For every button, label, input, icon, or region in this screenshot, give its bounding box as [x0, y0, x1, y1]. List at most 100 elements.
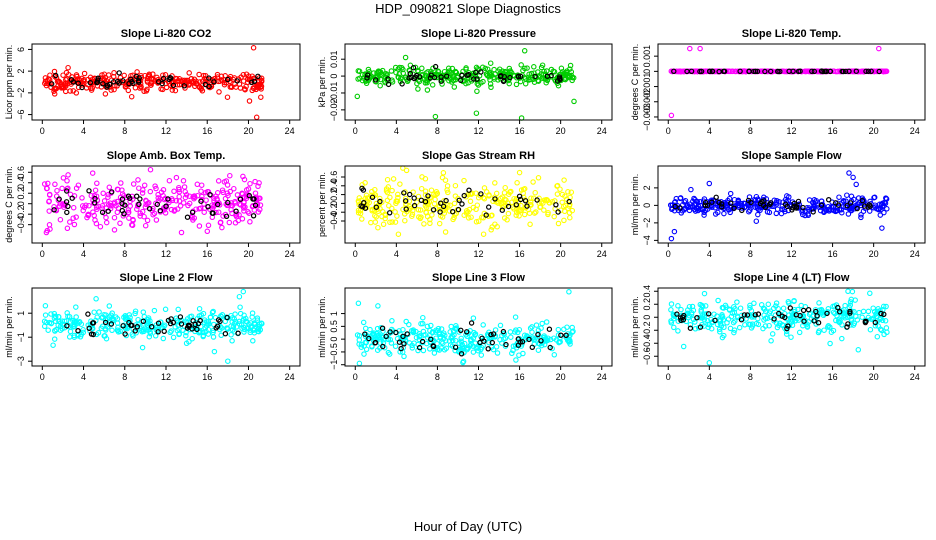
data-point — [493, 199, 499, 205]
outlier-point — [250, 45, 257, 51]
x-tick-label: 0 — [40, 126, 45, 136]
data-point — [143, 88, 150, 94]
reference-point — [795, 198, 802, 205]
reference-point — [759, 199, 765, 205]
data-point — [731, 327, 738, 333]
data-point — [545, 209, 551, 216]
data-point — [792, 318, 798, 324]
data-point — [487, 60, 494, 66]
data-point — [70, 88, 77, 94]
data-point — [123, 315, 129, 321]
x-tick-label: 4 — [394, 126, 399, 136]
reference-point — [132, 328, 138, 334]
data-point — [437, 334, 444, 340]
data-point — [780, 322, 786, 329]
data-point — [771, 318, 777, 324]
reference-point — [64, 209, 70, 216]
data-point — [543, 79, 549, 86]
y-tick-label: −0.001 — [642, 73, 652, 101]
data-point — [415, 207, 422, 213]
y-tick-label: 0.01 — [329, 50, 339, 68]
data-point — [158, 86, 164, 92]
data-point — [242, 86, 248, 93]
data-point — [173, 174, 180, 181]
data-point — [376, 69, 383, 75]
outlier-point — [846, 170, 852, 176]
data-point — [687, 322, 694, 328]
data-point — [392, 343, 399, 350]
data-point — [397, 181, 403, 187]
data-point — [410, 207, 416, 214]
reference-point — [177, 314, 184, 320]
reference-point — [235, 330, 241, 336]
data-point — [160, 72, 166, 78]
data-point — [377, 195, 383, 202]
data-point — [554, 191, 561, 197]
data-point — [223, 178, 230, 184]
data-point — [417, 207, 424, 213]
data-point — [524, 333, 531, 340]
data-point — [51, 315, 58, 321]
data-point — [388, 68, 395, 74]
reference-point — [466, 187, 472, 193]
data-point — [210, 334, 217, 340]
data-point — [80, 207, 86, 214]
chart-panel: Slope Li-820 Temp.degrees C per min.0 4 8 1… — [630, 28, 926, 136]
reference-point — [706, 311, 712, 317]
reference-point — [748, 199, 754, 206]
data-point — [871, 194, 878, 201]
data-point — [241, 198, 247, 205]
data-point — [196, 223, 203, 229]
data-point — [364, 195, 371, 201]
data-point — [543, 336, 549, 343]
reference-point — [163, 203, 169, 209]
data-point — [463, 208, 470, 214]
data-point — [162, 306, 169, 313]
data-point — [51, 204, 57, 210]
reference-point — [824, 310, 830, 317]
data-point — [410, 189, 416, 195]
reference-point — [116, 70, 122, 76]
data-point — [200, 333, 206, 340]
data-point — [429, 329, 436, 335]
data-point — [481, 195, 488, 202]
data-point — [687, 201, 693, 207]
data-point — [561, 177, 567, 183]
reference-point — [513, 202, 520, 208]
reference-point — [672, 203, 678, 210]
data-point — [372, 186, 378, 193]
y-tick-label: 6 — [16, 47, 26, 52]
data-point — [222, 73, 228, 79]
x-tick-label: 8 — [748, 126, 753, 136]
data-point — [141, 213, 147, 220]
data-point — [821, 327, 827, 333]
data-point — [155, 191, 161, 198]
reference-point — [483, 212, 489, 218]
x-tick-label: 16 — [515, 249, 525, 259]
reference-point — [401, 190, 407, 196]
data-point — [392, 209, 398, 215]
data-point — [843, 198, 849, 204]
data-point — [836, 316, 842, 322]
reference-point — [95, 75, 101, 81]
data-point — [468, 214, 474, 220]
data-point — [373, 214, 380, 220]
data-point — [360, 75, 367, 81]
data-point — [561, 217, 567, 224]
data-point — [504, 217, 510, 223]
data-point — [366, 199, 372, 206]
data-point — [152, 183, 158, 189]
data-point — [840, 197, 847, 204]
x-tick-label: 4 — [81, 372, 86, 382]
reference-point — [474, 76, 480, 82]
data-point — [804, 321, 810, 327]
reference-point — [85, 311, 91, 317]
data-point — [569, 324, 575, 331]
data-point — [400, 206, 406, 213]
data-point — [205, 222, 212, 229]
data-point — [717, 320, 724, 327]
outlier-point — [395, 231, 402, 237]
data-point — [805, 68, 812, 75]
data-point — [143, 198, 149, 204]
data-point — [151, 210, 158, 217]
